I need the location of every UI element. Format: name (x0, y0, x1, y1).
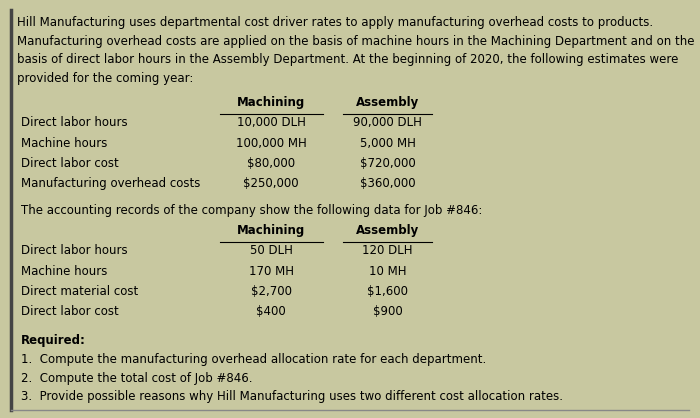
Text: Machine hours: Machine hours (21, 137, 107, 150)
Text: $400: $400 (256, 305, 286, 318)
Text: 10 MH: 10 MH (369, 265, 407, 278)
Text: Direct labor cost: Direct labor cost (21, 305, 118, 318)
Text: $360,000: $360,000 (360, 177, 416, 190)
Text: $2,700: $2,700 (251, 285, 292, 298)
Text: $900: $900 (373, 305, 402, 318)
Text: Machining: Machining (237, 96, 305, 109)
Text: 100,000 MH: 100,000 MH (236, 137, 307, 150)
Text: 10,000 DLH: 10,000 DLH (237, 117, 305, 130)
Text: 3.  Provide possible reasons why Hill Manufacturing uses two different cost allo: 3. Provide possible reasons why Hill Man… (21, 390, 563, 403)
Text: $1,600: $1,600 (368, 285, 408, 298)
Text: Manufacturing overhead costs: Manufacturing overhead costs (21, 177, 200, 190)
Text: Direct material cost: Direct material cost (21, 285, 138, 298)
Text: The accounting records of the company show the following data for Job #846:: The accounting records of the company sh… (21, 204, 482, 217)
Text: provided for the coming year:: provided for the coming year: (18, 71, 194, 84)
Text: 50 DLH: 50 DLH (250, 245, 293, 257)
Text: Assembly: Assembly (356, 224, 419, 237)
Text: Direct labor cost: Direct labor cost (21, 157, 118, 170)
Text: Manufacturing overhead costs are applied on the basis of machine hours in the Ma: Manufacturing overhead costs are applied… (18, 35, 695, 48)
Text: 1.  Compute the manufacturing overhead allocation rate for each department.: 1. Compute the manufacturing overhead al… (21, 353, 486, 366)
Text: Hill Manufacturing uses departmental cost driver rates to apply manufacturing ov: Hill Manufacturing uses departmental cos… (18, 16, 653, 30)
Text: $80,000: $80,000 (247, 157, 295, 170)
Text: 90,000 DLH: 90,000 DLH (354, 117, 422, 130)
Text: 5,000 MH: 5,000 MH (360, 137, 416, 150)
Text: Required:: Required: (21, 334, 85, 347)
Text: 120 DLH: 120 DLH (363, 245, 413, 257)
Text: $720,000: $720,000 (360, 157, 416, 170)
Text: Direct labor hours: Direct labor hours (21, 245, 127, 257)
Text: Machine hours: Machine hours (21, 265, 107, 278)
Text: Direct labor hours: Direct labor hours (21, 117, 127, 130)
Text: $250,000: $250,000 (244, 177, 299, 190)
Text: 170 MH: 170 MH (248, 265, 293, 278)
Text: Assembly: Assembly (356, 96, 419, 109)
Text: 2.  Compute the total cost of Job #846.: 2. Compute the total cost of Job #846. (21, 372, 252, 385)
Text: Machining: Machining (237, 224, 305, 237)
Text: basis of direct labor hours in the Assembly Department. At the beginning of 2020: basis of direct labor hours in the Assem… (18, 53, 679, 66)
